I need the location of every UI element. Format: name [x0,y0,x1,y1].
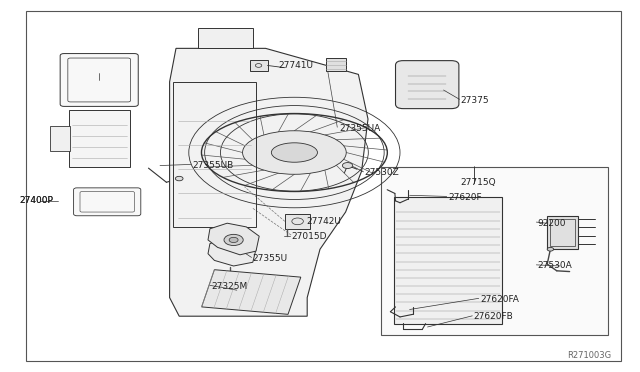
Text: 27355UB: 27355UB [192,161,233,170]
Ellipse shape [175,176,183,181]
Bar [326,58,346,71]
Bar [550,219,575,246]
Text: 27355UA: 27355UA [339,124,380,133]
Ellipse shape [229,237,238,243]
Bar [394,197,502,324]
FancyBboxPatch shape [396,61,459,109]
Ellipse shape [342,163,353,169]
Bar [250,60,268,71]
Text: 27375: 27375 [461,96,490,105]
Text: 27325M: 27325M [211,282,248,291]
Bar [381,167,608,335]
Text: 92200: 92200 [538,219,566,228]
Polygon shape [208,238,256,266]
Text: 27620FA: 27620FA [480,295,519,304]
Bar [547,216,578,249]
Bar [285,214,310,229]
Text: 27015D: 27015D [291,232,326,241]
Bar [198,28,253,48]
Bar [50,126,70,151]
Text: R271003G: R271003G [567,351,611,360]
Text: 27741U: 27741U [278,61,314,70]
Polygon shape [208,223,259,255]
Bar [69,110,130,167]
Ellipse shape [547,247,554,251]
Text: 27742U: 27742U [306,217,340,226]
Bar [173,82,256,227]
Text: 27400P: 27400P [19,196,53,205]
Text: 27400P: 27400P [19,196,53,205]
Text: 27715Q: 27715Q [461,178,497,187]
Ellipse shape [243,131,346,174]
Text: 27530Z: 27530Z [365,169,399,177]
Polygon shape [202,270,301,314]
Text: 27355U: 27355U [253,254,288,263]
Ellipse shape [224,234,243,246]
Bar [401,64,454,106]
Text: 27620FB: 27620FB [474,312,513,321]
FancyBboxPatch shape [74,188,141,216]
Text: 27620F: 27620F [448,193,482,202]
Ellipse shape [271,143,317,162]
FancyBboxPatch shape [60,54,138,106]
Polygon shape [170,48,368,316]
Text: 27530A: 27530A [538,262,572,270]
